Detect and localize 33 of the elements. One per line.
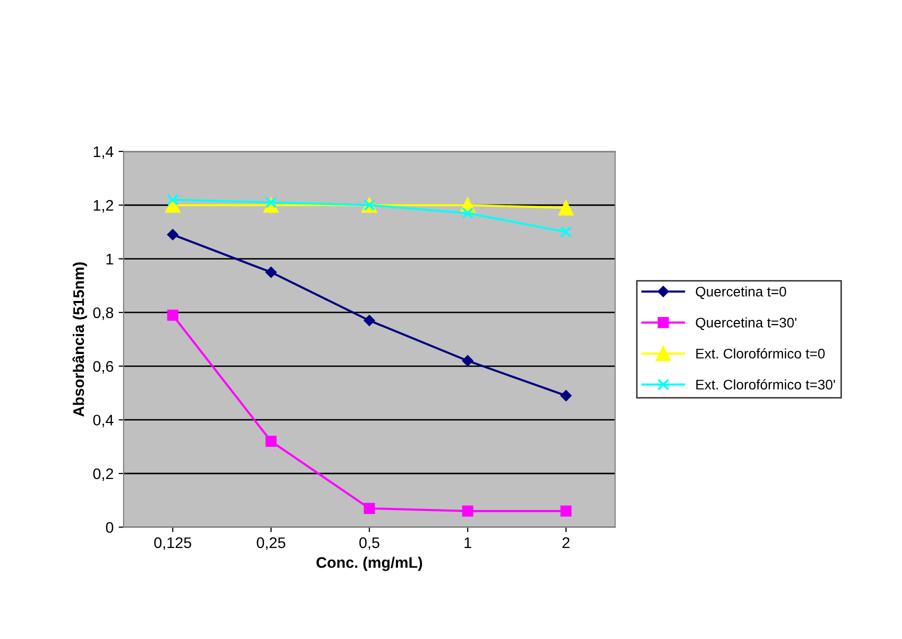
y-tick-label: 1 xyxy=(106,254,114,264)
x-tick-label: 0,5 xyxy=(359,537,380,550)
point xyxy=(265,436,277,447)
y-axis-title: Absorbância (515nm) xyxy=(72,262,88,417)
x-axis-title: Conc. (mg/mL) xyxy=(316,556,422,572)
point xyxy=(265,266,277,278)
y-tick-label: 0,6 xyxy=(93,361,114,374)
y-tick-label: 0,8 xyxy=(93,307,114,320)
point xyxy=(167,310,178,321)
point xyxy=(560,390,572,402)
x-tick-label: 2 xyxy=(562,537,570,548)
point xyxy=(364,314,375,326)
point xyxy=(165,197,180,213)
point xyxy=(560,506,572,517)
legend-label: Quercetina t=0 xyxy=(696,286,786,300)
point xyxy=(167,229,178,240)
point xyxy=(462,355,474,366)
legend-label: Quercetina t=30' xyxy=(696,317,796,330)
y-tick-label: 0 xyxy=(106,522,114,533)
legend-label: Ext. Clorofórmico t=0 xyxy=(696,348,825,359)
y-tick-label: 1,2 xyxy=(94,200,114,213)
x-tick-label: 0,125 xyxy=(154,537,192,550)
legend-label: Ext. Clorofórmico t=30' xyxy=(696,379,835,390)
y-tick-label: 0,4 xyxy=(93,414,114,428)
point xyxy=(364,502,375,514)
point xyxy=(462,506,474,517)
y-tick-label: 0,2 xyxy=(93,468,114,481)
point xyxy=(462,207,474,220)
y-tick-label: 1,4 xyxy=(94,146,114,159)
point xyxy=(560,226,572,238)
x-tick-label: 0,25 xyxy=(256,537,286,550)
point xyxy=(558,200,574,216)
x-tick-label: 1 xyxy=(464,537,472,548)
